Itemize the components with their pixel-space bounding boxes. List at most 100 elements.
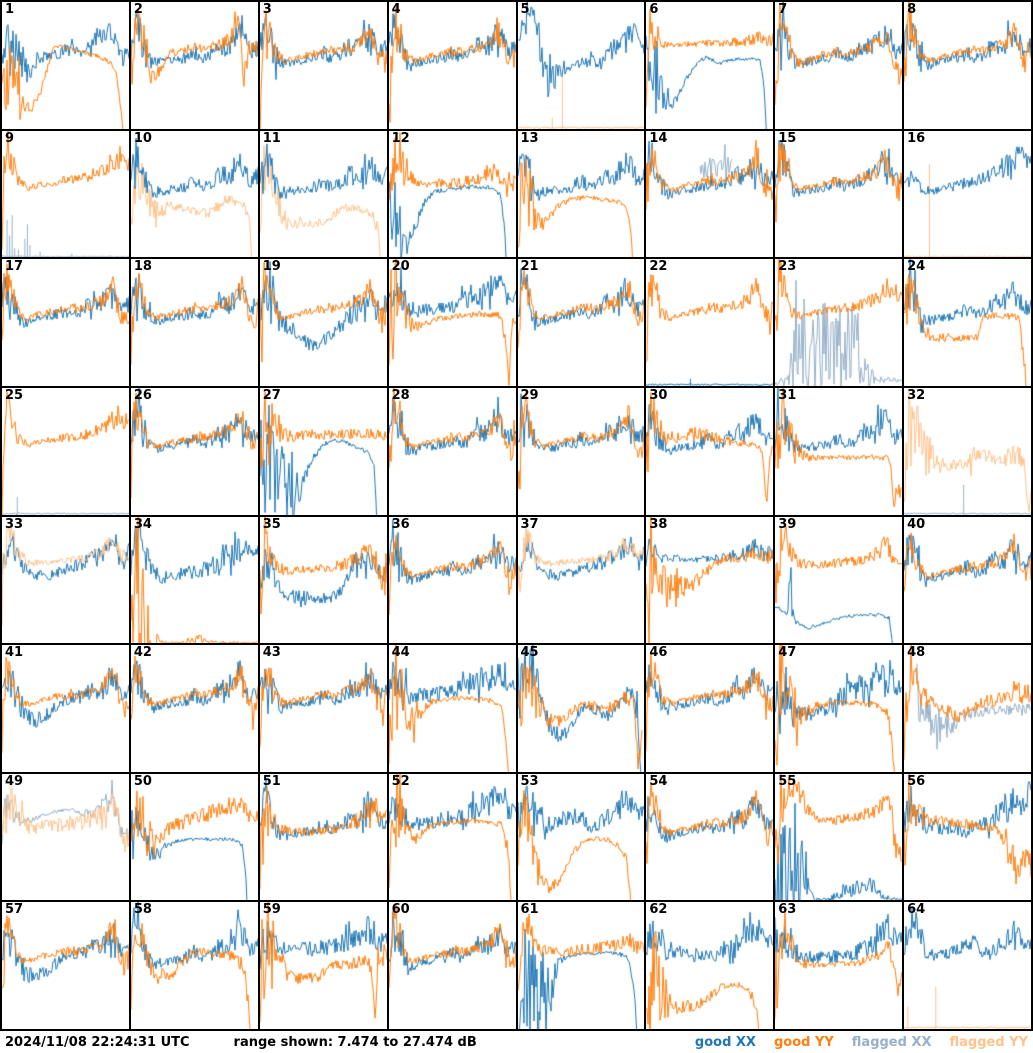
- panel-number: 56: [907, 773, 926, 789]
- spectrum-canvas: [2, 773, 129, 901]
- legend-item-goodYY: good YY: [773, 1034, 834, 1050]
- spectrum-panel-62: 62: [646, 902, 774, 1029]
- spectrum-panel-6: 6: [646, 2, 774, 129]
- spectrum-panel-19: 19: [259, 259, 387, 386]
- spectrum-canvas: [517, 516, 645, 644]
- panel-number: 55: [778, 773, 797, 789]
- spectrum-canvas: [646, 645, 774, 772]
- spectrum-canvas: [2, 387, 129, 515]
- spectrum-panel-20: 20: [388, 259, 516, 386]
- spectrum-canvas: [259, 773, 387, 901]
- spectrum-canvas: [904, 902, 1031, 1029]
- spectrum-panel-32: 32: [904, 387, 1031, 515]
- legend-item-flaggedXX: flagged XX: [851, 1034, 932, 1050]
- spectrum-panel-12: 12: [388, 130, 516, 258]
- spectrum-panel-21: 21: [517, 259, 645, 386]
- spectrum-canvas: [388, 516, 516, 644]
- spectrum-canvas: [259, 902, 387, 1029]
- spectrum-panel-9: 9: [2, 130, 129, 258]
- spectrum-panel-4: 4: [388, 2, 516, 129]
- panel-number: 54: [649, 773, 668, 789]
- legend-item-flaggedYY: flagged YY: [949, 1034, 1029, 1050]
- spectrum-panel-17: 17: [2, 259, 129, 386]
- spectrum-panel-25: 25: [2, 387, 129, 515]
- spectrum-canvas: [259, 2, 387, 129]
- spectrum-canvas: [259, 130, 387, 258]
- spectrum-panel-42: 42: [130, 645, 258, 772]
- panel-number: 46: [649, 645, 668, 661]
- spectrum-panel-39: 39: [775, 516, 903, 644]
- panel-number: 8: [907, 2, 917, 17]
- panel-number: 2: [133, 2, 143, 17]
- spectrum-canvas: [775, 130, 903, 258]
- panel-number: 9: [5, 130, 15, 146]
- spectrum-canvas: [2, 645, 129, 772]
- spectrum-canvas: [517, 387, 645, 515]
- spectrum-panel-46: 46: [646, 645, 774, 772]
- spectrum-canvas: [2, 130, 129, 258]
- panel-number: 39: [778, 516, 797, 532]
- spectrum-canvas: [904, 259, 1031, 386]
- spectrum-panel-10: 10: [130, 130, 258, 258]
- panel-number: 19: [262, 259, 281, 275]
- spectrum-canvas: [388, 387, 516, 515]
- spectrum-panel-41: 41: [2, 645, 129, 772]
- spectrum-panel-63: 63: [775, 902, 903, 1029]
- spectrum-panel-3: 3: [259, 2, 387, 129]
- spectrum-canvas: [646, 387, 774, 515]
- spectrum-panel-7: 7: [775, 2, 903, 129]
- spectrum-canvas: [388, 645, 516, 772]
- panel-number: 42: [133, 645, 152, 661]
- spectrum-panel-15: 15: [775, 130, 903, 258]
- spectrum-canvas: [130, 2, 258, 129]
- panel-number: 41: [5, 645, 24, 661]
- spectrum-canvas: [259, 645, 387, 772]
- spectrum-canvas: [904, 645, 1031, 772]
- spectrum-canvas: [2, 2, 129, 129]
- panel-number: 58: [133, 902, 152, 918]
- spectrum-canvas: [775, 2, 903, 129]
- panel-number: 17: [5, 259, 24, 275]
- panel-number: 34: [133, 516, 152, 532]
- panel-number: 47: [778, 645, 797, 661]
- spectrum-canvas: [130, 387, 258, 515]
- panel-number: 26: [133, 387, 152, 403]
- spectrum-canvas: [904, 516, 1031, 644]
- spectrum-canvas: [130, 130, 258, 258]
- panel-number: 14: [649, 130, 668, 146]
- spectrum-canvas: [646, 2, 774, 129]
- panel-number: 44: [391, 645, 410, 661]
- spectrum-canvas: [517, 645, 645, 772]
- spectrum-panel-23: 23: [775, 259, 903, 386]
- panel-number: 11: [262, 130, 281, 146]
- panel-number: 16: [907, 130, 926, 146]
- spectrum-panel-18: 18: [130, 259, 258, 386]
- spectrum-panel-53: 53: [517, 773, 645, 901]
- spectrum-canvas: [775, 902, 903, 1029]
- panel-number: 60: [391, 902, 410, 918]
- spectrum-panel-57: 57: [2, 902, 129, 1029]
- spectrum-panel-55: 55: [775, 773, 903, 901]
- spectrum-panel-58: 58: [130, 902, 258, 1029]
- panel-number: 5: [520, 2, 530, 17]
- panel-number: 48: [907, 645, 926, 661]
- spectrum-panel-51: 51: [259, 773, 387, 901]
- spectrum-canvas: [904, 2, 1031, 129]
- spectrum-panel-29: 29: [517, 387, 645, 515]
- spectrum-panel-50: 50: [130, 773, 258, 901]
- panel-number: 22: [649, 259, 668, 275]
- spectrum-canvas: [517, 130, 645, 258]
- panel-number: 20: [391, 259, 410, 275]
- spectrum-panel-47: 47: [775, 645, 903, 772]
- spectrum-canvas: [130, 773, 258, 901]
- panel-number: 35: [262, 516, 281, 532]
- panel-number: 36: [391, 516, 410, 532]
- panel-number: 1: [5, 2, 15, 17]
- spectrum-canvas: [130, 516, 258, 644]
- spectrum-canvas: [517, 902, 645, 1029]
- spectrum-panel-28: 28: [388, 387, 516, 515]
- spectrum-panel-48: 48: [904, 645, 1031, 772]
- spectrum-panel-35: 35: [259, 516, 387, 644]
- panel-number: 43: [262, 645, 281, 661]
- spectrum-panel-26: 26: [130, 387, 258, 515]
